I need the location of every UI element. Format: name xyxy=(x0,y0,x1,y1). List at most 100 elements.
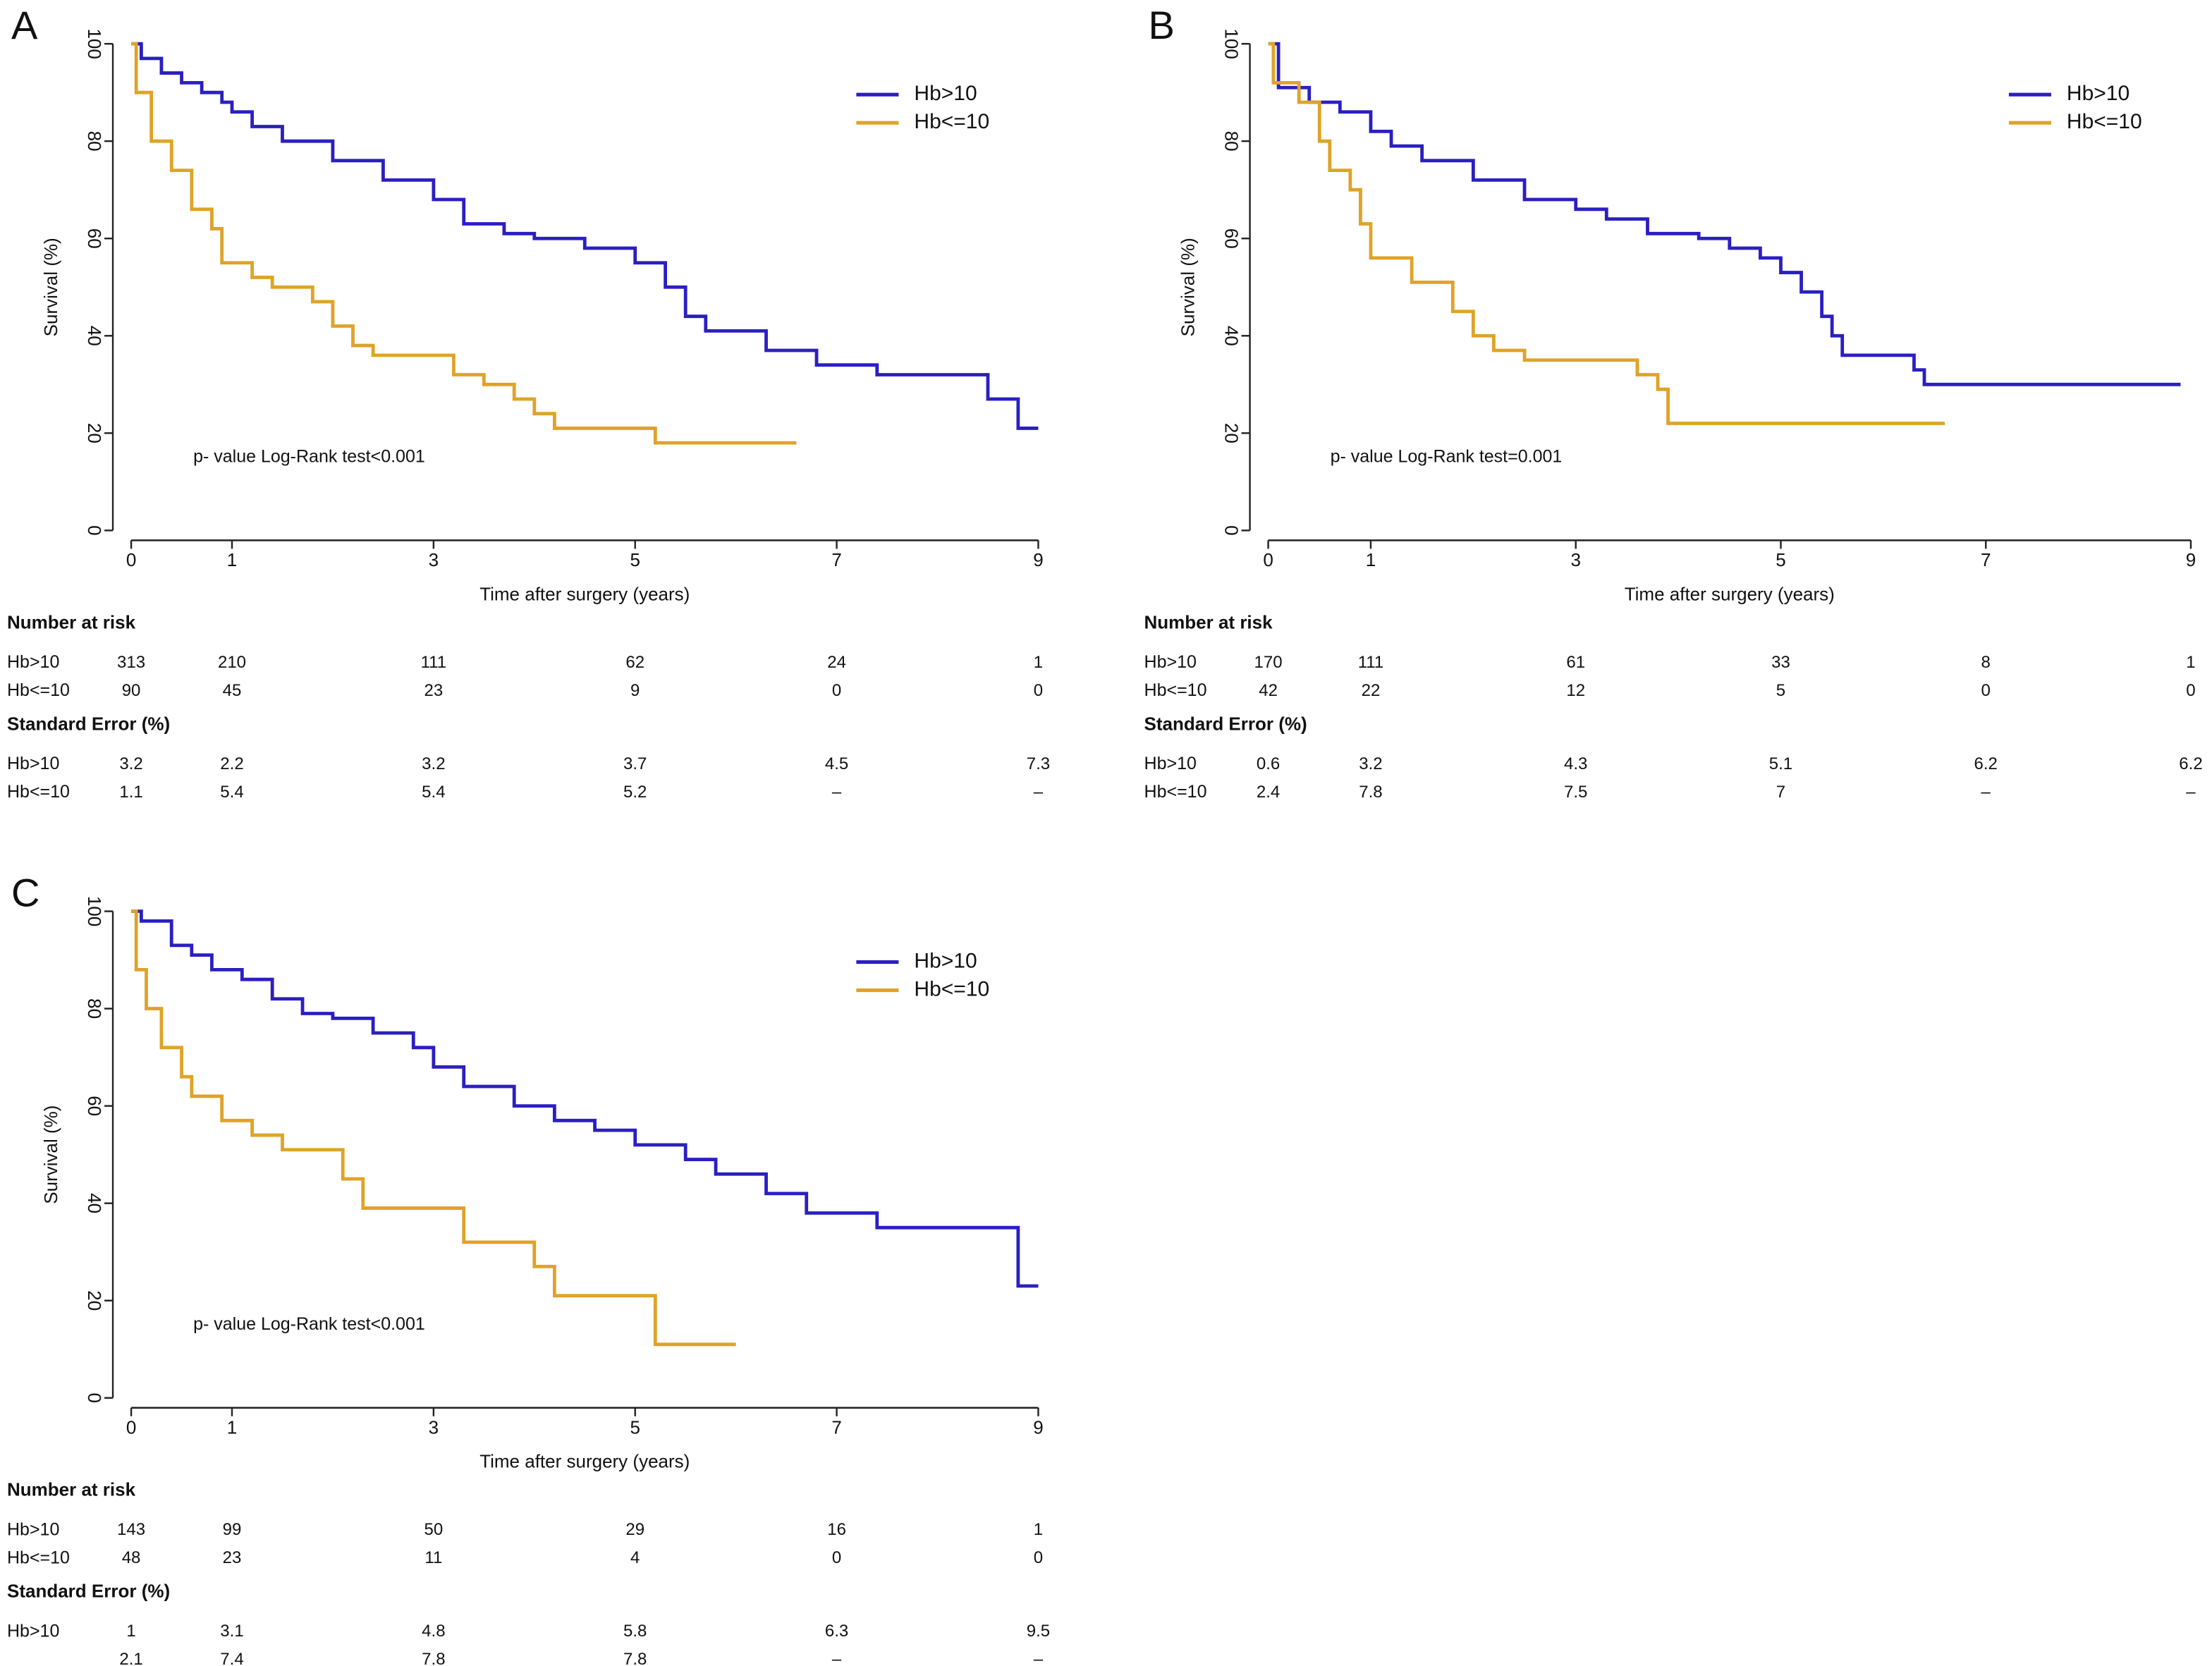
annotation: p- value Log-Rank test<0.001 xyxy=(193,446,425,466)
x-tick-label: 9 xyxy=(1033,549,1043,570)
table-cell: 5.8 xyxy=(623,1622,647,1641)
panel-label: B xyxy=(1149,3,1175,47)
legend-label: Hb>10 xyxy=(914,949,977,972)
x-tick-label: 5 xyxy=(630,1417,640,1438)
table-cell: 3.1 xyxy=(220,1622,243,1641)
y-tick-label: 60 xyxy=(1221,228,1242,249)
table-header: Number at risk xyxy=(7,611,136,632)
table-cell: 12 xyxy=(1566,681,1585,700)
table-cell: 6.2 xyxy=(1974,754,1998,773)
table-row-label: Hb<=10 xyxy=(1144,782,1207,802)
table-cell: 90 xyxy=(122,681,141,700)
table-cell: – xyxy=(2186,783,2196,802)
table-cell: 2.2 xyxy=(220,754,243,773)
table-cell: 7.3 xyxy=(1027,754,1050,773)
x-tick-label: 5 xyxy=(630,549,640,570)
survival-curve xyxy=(1268,42,2181,386)
x-tick-label: 1 xyxy=(227,549,237,570)
table-cell: 5.4 xyxy=(422,783,445,802)
table-cell: 4.5 xyxy=(825,754,848,773)
survival-curve xyxy=(131,42,1039,430)
table-header: Number at risk xyxy=(1144,611,1273,632)
table-cell: 22 xyxy=(1362,681,1381,700)
x-tick-label: 7 xyxy=(1981,549,1991,570)
table-header: Standard Error (%) xyxy=(7,1581,170,1602)
y-tick-label: 0 xyxy=(1221,525,1242,535)
table-cell: 170 xyxy=(1254,653,1283,672)
x-axis-title: Time after surgery (years) xyxy=(479,583,690,604)
table-cell: 2.1 xyxy=(119,1650,142,1666)
table-cell: 0 xyxy=(2186,681,2195,700)
table-cell: 5.1 xyxy=(1769,754,1792,773)
table-cell: 0.6 xyxy=(1257,754,1280,773)
legend-label: Hb<=10 xyxy=(914,110,989,133)
table-cell: 3.7 xyxy=(623,754,647,773)
y-tick-label: 100 xyxy=(1221,28,1242,59)
y-tick-label: 20 xyxy=(84,423,105,443)
table-cell: 0 xyxy=(1034,1548,1043,1567)
table-cell: 9.5 xyxy=(1027,1622,1050,1641)
x-tick-label: 5 xyxy=(1776,549,1785,570)
table-cell: 3.2 xyxy=(422,754,445,773)
legend-label: Hb>10 xyxy=(2067,82,2129,105)
table-cell: – xyxy=(1034,1650,1044,1666)
table-cell: 42 xyxy=(1259,681,1278,700)
table-cell: 99 xyxy=(223,1520,242,1539)
table-cell: 0 xyxy=(832,1548,841,1567)
table-cell: 1.1 xyxy=(119,783,142,802)
x-tick-label: 0 xyxy=(126,549,136,570)
x-tick-label: 1 xyxy=(227,1417,237,1438)
y-tick-label: 100 xyxy=(84,28,105,59)
table-cell: 23 xyxy=(223,1548,242,1567)
y-tick-label: 40 xyxy=(84,1193,105,1213)
table-row-label: Hb>10 xyxy=(7,652,59,672)
table-header: Standard Error (%) xyxy=(1144,713,1307,734)
y-tick-label: 40 xyxy=(84,326,105,346)
table-cell: 4.8 xyxy=(422,1622,445,1641)
table-header: Number at risk xyxy=(7,1479,136,1500)
x-axis-title: Time after surgery (years) xyxy=(1625,583,1835,604)
y-tick-label: 20 xyxy=(1221,423,1242,443)
panel-label: C xyxy=(11,870,39,914)
table-cell: 29 xyxy=(625,1520,644,1539)
survival-curve xyxy=(131,909,736,1347)
table-row-label: Hb>10 xyxy=(1144,754,1197,773)
table-cell: 111 xyxy=(421,653,446,672)
table-cell: 143 xyxy=(117,1520,145,1539)
table-cell: 7.8 xyxy=(623,1650,647,1666)
legend-label: Hb<=10 xyxy=(2067,110,2142,133)
table-cell: 23 xyxy=(424,681,444,700)
table-cell: 1 xyxy=(1034,653,1043,672)
table-row-label: Hb>10 xyxy=(7,754,59,773)
table-cell: 5.2 xyxy=(623,783,647,802)
annotation: p- value Log-Rank test=0.001 xyxy=(1331,446,1563,466)
table-cell: 7.5 xyxy=(1564,783,1587,802)
y-tick-label: 80 xyxy=(84,998,105,1019)
table-cell: – xyxy=(832,1650,842,1666)
table-row-label: Hb<=10 xyxy=(7,782,70,802)
table-row-label: Hb<=10 xyxy=(1144,680,1207,700)
x-tick-label: 7 xyxy=(831,549,841,570)
y-tick-label: 80 xyxy=(84,131,105,152)
table-cell: 1 xyxy=(2186,653,2195,672)
survival-curve xyxy=(131,42,797,445)
y-tick-label: 100 xyxy=(84,896,105,926)
table-cell: 2.4 xyxy=(1257,783,1280,802)
table-cell: 11 xyxy=(424,1548,442,1567)
table-cell: 24 xyxy=(827,653,846,672)
table-cell: 45 xyxy=(223,681,242,700)
y-tick-label: 60 xyxy=(84,228,105,249)
table-cell: 5 xyxy=(1776,681,1785,700)
table-cell: 7.8 xyxy=(1359,783,1382,802)
x-tick-label: 7 xyxy=(831,1417,841,1438)
annotation: p- value Log-Rank test<0.001 xyxy=(193,1314,425,1334)
table-cell: 210 xyxy=(218,653,246,672)
table-cell: 6.3 xyxy=(825,1622,848,1641)
y-tick-label: 80 xyxy=(1221,131,1242,152)
table-cell: – xyxy=(1981,783,1991,802)
table-row-label: Hb<=10 xyxy=(7,1548,70,1567)
table-row-label: Hb>10 xyxy=(1144,652,1197,672)
table-cell: 0 xyxy=(1981,681,1991,700)
table-cell: 1 xyxy=(1034,1520,1043,1539)
